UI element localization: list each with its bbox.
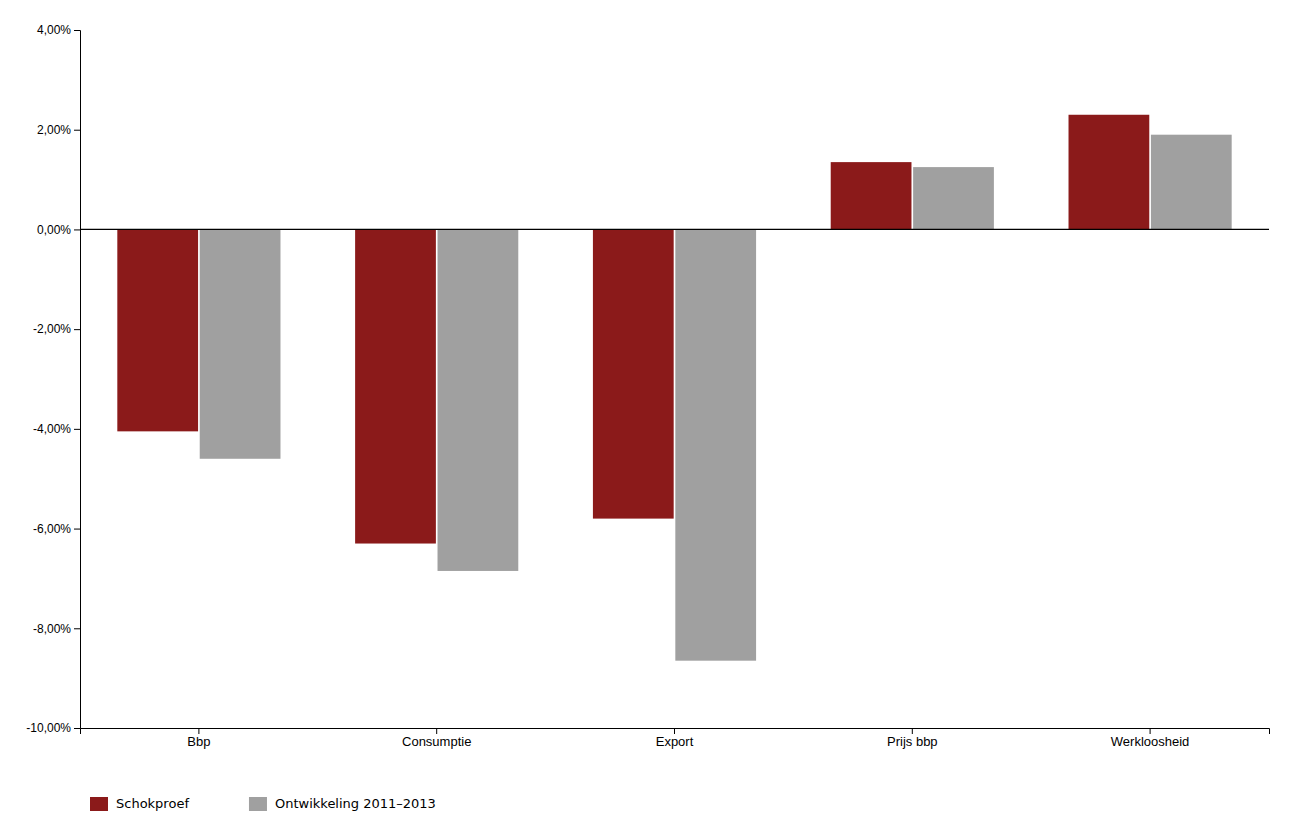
legend-swatch — [90, 797, 108, 811]
legend-label: Schokproef — [116, 796, 189, 811]
y-tick: -2,00% — [33, 322, 80, 336]
x-tick-mark — [436, 728, 437, 734]
y-tick-label: -2,00% — [33, 322, 71, 336]
x-axis: Bbp Consumptie Export Prijs bbp Werkloosheid — [81, 728, 1270, 749]
bar — [355, 229, 436, 543]
y-tick-mark — [74, 728, 80, 729]
y-tick-label: -4,00% — [33, 422, 71, 436]
y-tick: -4,00% — [33, 422, 80, 436]
bars — [117, 115, 1231, 661]
x-tick-mark — [674, 728, 675, 734]
x-tick-label: Export — [656, 734, 694, 749]
x-tick-mark — [198, 728, 199, 734]
y-tick: -8,00% — [33, 622, 80, 636]
y-tick-label: -8,00% — [33, 622, 71, 636]
legend-item: Schokproef — [90, 796, 189, 811]
x-tick: Werkloosheid — [1111, 728, 1190, 749]
y-axis: -10,00% -8,00% -6,00% -4,00% -2,00% 0,00% 2,00… — [26, 23, 80, 735]
bar — [675, 229, 756, 660]
bar-series — [117, 115, 1149, 544]
legend-item: Ontwikkeling 2011–2013 — [249, 796, 436, 811]
x-tick-label: Werkloosheid — [1111, 734, 1190, 749]
y-tick-mark — [74, 130, 80, 131]
y-tick: 4,00% — [37, 23, 80, 37]
x-tick: Consumptie — [402, 728, 471, 749]
y-axis-line — [74, 31, 81, 729]
x-tick-label: Consumptie — [402, 734, 471, 749]
y-tick-mark — [74, 628, 80, 629]
legend-label: Ontwikkeling 2011–2013 — [275, 796, 436, 811]
y-tick-label: -6,00% — [33, 522, 71, 536]
legend-swatch — [249, 797, 267, 811]
y-tick-mark — [74, 30, 80, 31]
y-tick: -6,00% — [33, 522, 80, 536]
y-tick: 0,00% — [37, 223, 80, 237]
chart-svg: -10,00% -8,00% -6,00% -4,00% -2,00% 0,00% 2,00… — [0, 0, 1299, 838]
bar — [117, 229, 198, 431]
x-tick-label: Bbp — [187, 734, 210, 749]
x-tick-label: Prijs bbp — [887, 734, 938, 749]
bar — [831, 162, 912, 229]
y-tick: -10,00% — [26, 721, 80, 735]
y-tick-label: 0,00% — [37, 223, 71, 237]
bar — [1069, 115, 1150, 230]
legend: Schokproef Ontwikkeling 2011–2013 — [90, 796, 436, 811]
y-tick-label: 4,00% — [37, 23, 71, 37]
x-axis-line — [81, 729, 1270, 735]
bar — [593, 229, 674, 518]
x-tick-mark — [1150, 728, 1151, 734]
y-tick: 2,00% — [37, 123, 80, 137]
bar — [438, 229, 519, 571]
y-tick-mark — [74, 229, 80, 230]
bar — [1151, 135, 1232, 230]
x-tick: Export — [656, 728, 694, 749]
y-tick-mark — [74, 329, 80, 330]
x-tick: Bbp — [187, 728, 210, 749]
x-tick-mark — [912, 728, 913, 734]
plot-area: -10,00% -8,00% -6,00% -4,00% -2,00% 0,00% 2,00… — [26, 23, 1269, 749]
y-tick-label: -10,00% — [26, 721, 71, 735]
y-tick-mark — [74, 529, 80, 530]
bar-series — [200, 135, 1232, 661]
zero-line — [80, 229, 1269, 230]
x-tick: Prijs bbp — [887, 728, 938, 749]
bar — [913, 167, 994, 229]
bar — [200, 229, 281, 458]
y-tick-mark — [74, 429, 80, 430]
y-tick-label: 2,00% — [37, 123, 71, 137]
